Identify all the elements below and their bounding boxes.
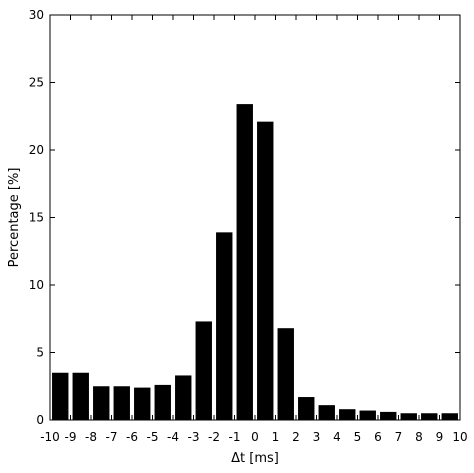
bar [113,386,130,420]
x-tick-label: 6 [374,430,382,444]
bar [257,121,274,421]
x-tick-label: 8 [415,430,423,444]
x-tick-label: 1 [272,430,280,444]
x-tick-label: -3 [188,430,200,444]
bar [236,104,253,420]
y-tick-label: 25 [29,76,44,90]
bars-group [52,104,458,421]
bar [52,372,69,420]
bar [134,387,151,420]
x-tick-label: -8 [85,430,97,444]
y-tick-label: 5 [36,346,44,360]
bar [318,405,335,420]
y-tick-label: 30 [29,8,44,22]
x-tick-label: -1 [229,430,241,444]
bar [277,328,294,420]
bar [175,375,192,420]
bar [154,384,171,420]
bar [93,386,110,420]
y-tick-label: 20 [29,143,44,157]
bar [195,321,212,420]
y-axis-label: Percentage [%] [7,168,22,268]
bar [380,411,397,420]
y-tick-label: 15 [29,211,44,225]
x-tick-label: -9 [65,430,77,444]
y-tick-label: 0 [36,413,44,427]
ticks-group: -10 -9 -8 -7 -6 -5 -4 -3 -2 -1 0 1 2 3 4 5 6 7 8 9 100510152… [29,8,468,444]
bar [72,372,89,420]
y-tick-label: 10 [29,278,44,292]
x-tick-label: -2 [208,430,220,444]
plot-frame [49,14,461,421]
bar [298,397,315,420]
bar [339,409,356,420]
x-tick-label: 10 [452,430,467,444]
x-tick-label: 0 [251,430,259,444]
x-axis-label: Δt [ms] [231,451,279,466]
bar [400,413,417,420]
x-tick-label: 9 [436,430,444,444]
x-tick-label: -10 [40,430,60,444]
x-tick-label: 4 [333,430,341,444]
bar [359,410,376,420]
x-tick-label: -7 [106,430,118,444]
bar [216,232,233,420]
x-tick-label: 2 [292,430,300,444]
bar [441,413,458,420]
x-tick-label: -6 [126,430,138,444]
x-tick-label: 5 [354,430,362,444]
x-tick-label: 7 [395,430,403,444]
x-tick-label: -4 [167,430,179,444]
bar [421,413,438,420]
x-tick-label: 3 [313,430,321,444]
x-tick-label: -5 [147,430,159,444]
